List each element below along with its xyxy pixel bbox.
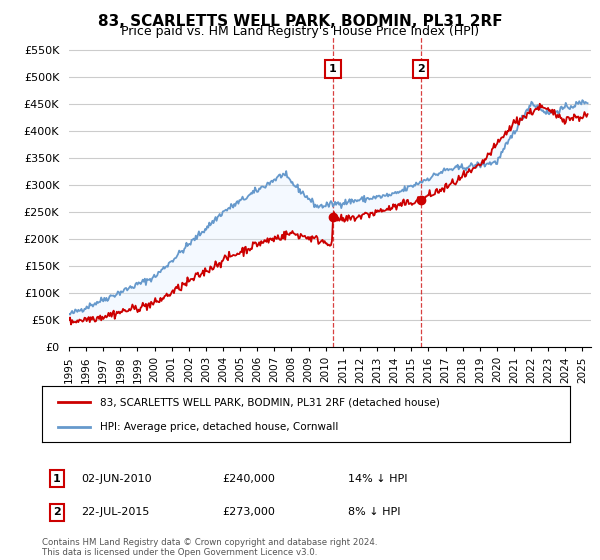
Text: 02-JUN-2010: 02-JUN-2010 <box>81 474 152 484</box>
Text: 83, SCARLETTS WELL PARK, BODMIN, PL31 2RF (detached house): 83, SCARLETTS WELL PARK, BODMIN, PL31 2R… <box>100 397 440 407</box>
Text: HPI: Average price, detached house, Cornwall: HPI: Average price, detached house, Corn… <box>100 422 338 432</box>
Text: 83, SCARLETTS WELL PARK, BODMIN, PL31 2RF: 83, SCARLETTS WELL PARK, BODMIN, PL31 2R… <box>98 14 502 29</box>
Text: 1: 1 <box>53 474 61 484</box>
Text: 14% ↓ HPI: 14% ↓ HPI <box>348 474 407 484</box>
Text: £273,000: £273,000 <box>222 507 275 517</box>
Text: 2: 2 <box>417 64 425 74</box>
Text: £240,000: £240,000 <box>222 474 275 484</box>
Text: Price paid vs. HM Land Registry's House Price Index (HPI): Price paid vs. HM Land Registry's House … <box>121 25 479 38</box>
Text: 1: 1 <box>329 64 337 74</box>
Text: 2: 2 <box>53 507 61 517</box>
Text: 22-JUL-2015: 22-JUL-2015 <box>81 507 149 517</box>
Text: Contains HM Land Registry data © Crown copyright and database right 2024.
This d: Contains HM Land Registry data © Crown c… <box>42 538 377 557</box>
Text: 8% ↓ HPI: 8% ↓ HPI <box>348 507 401 517</box>
